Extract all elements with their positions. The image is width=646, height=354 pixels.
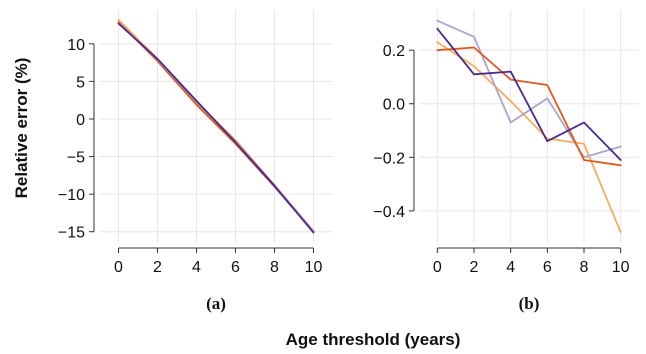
panel-b-series-2-line xyxy=(436,46,622,167)
x-axis-title: Age threshold (years) xyxy=(286,330,461,349)
panel-b-y-tick-label-0: −0.4 xyxy=(373,204,405,221)
panel-a-y-tick-label-1: −10 xyxy=(58,187,85,204)
panel-b-label: (b) xyxy=(519,294,540,313)
panel-a-series-2-line xyxy=(117,21,315,233)
panel-a-label: (a) xyxy=(206,294,226,313)
panel-b-y-tick-label-2: 0.0 xyxy=(383,97,405,114)
panel-b-series-1-line xyxy=(436,19,622,159)
panel-b: 0 2 4 6 8 10 −0.4 −0.2 0.0 0.2 (b) xyxy=(373,10,639,313)
panel-b-x-tick-label-3: 6 xyxy=(543,259,552,276)
panel-b-x-tick-label-0: 0 xyxy=(433,259,442,276)
panel-a-y-tick-label-5: 10 xyxy=(67,37,85,54)
y-axis-title: Relative error (%) xyxy=(12,58,31,199)
panel-a-x-tick-label-2: 4 xyxy=(192,259,201,276)
panel-a-x-tick-label-3: 6 xyxy=(231,259,240,276)
panel-a-x-tick-label-5: 10 xyxy=(305,259,323,276)
panel-b-y-tick-label-1: −0.2 xyxy=(373,150,405,167)
panel-a-series-3-line xyxy=(117,22,315,234)
panel-a-y-tick-label-2: −5 xyxy=(67,150,85,167)
panel-a-y-tick-label-0: −15 xyxy=(58,225,85,242)
panel-b-x-tick-label-4: 8 xyxy=(580,259,589,276)
panel-b-y-tick-label-3: 0.2 xyxy=(383,43,405,60)
panel-b-series-0-line xyxy=(436,41,622,234)
panel-a-x-tick-label-4: 8 xyxy=(270,259,279,276)
panel-b-x-tick-label-1: 2 xyxy=(470,259,479,276)
panel-b-series-3-line xyxy=(436,27,622,161)
panel-a-x-tick-label-1: 2 xyxy=(153,259,162,276)
panel-b-x-tick-label-2: 4 xyxy=(506,259,515,276)
panel-a-x-tick-label-0: 0 xyxy=(114,259,123,276)
panel-a-y-tick-label-4: 5 xyxy=(76,74,85,91)
panel-a-series-1-line xyxy=(117,21,315,233)
panel-a-y-tick-label-3: 0 xyxy=(76,112,85,129)
panel-a: 0 2 4 6 8 10 −15 −10 −5 0 5 10 (a) xyxy=(58,10,333,313)
panel-b-x-tick-label-5: 10 xyxy=(612,259,630,276)
